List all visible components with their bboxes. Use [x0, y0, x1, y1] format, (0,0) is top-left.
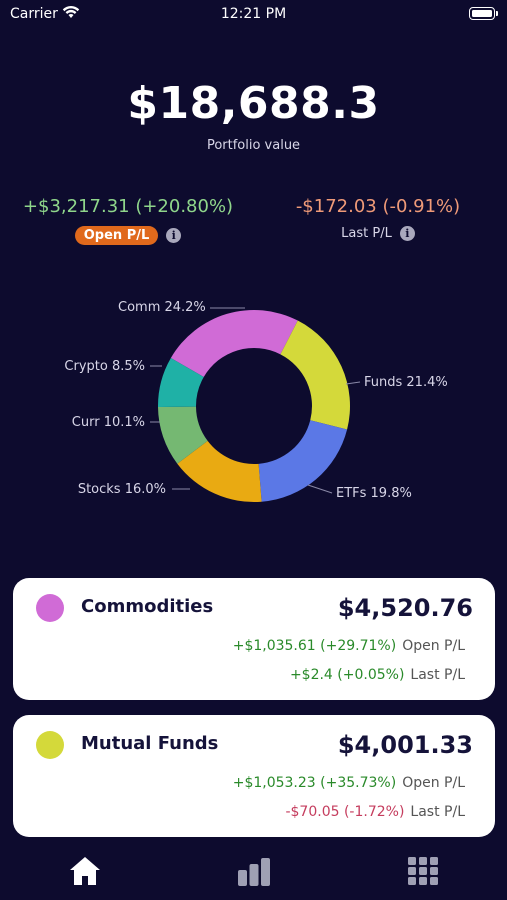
last-pl-value: -$172.03 (-0.91%): [295, 196, 461, 217]
slice-label-crypto: Crypto 8.5%: [64, 359, 145, 374]
portfolio-value: $18,688.3: [127, 78, 380, 129]
category-color-dot: [36, 731, 64, 759]
open-pl-label: Open P/L: [402, 638, 465, 654]
allocation-donut-chart: Comm 24.2% Funds 21.4% ETFs 19.8% Stocks 16…: [0, 280, 507, 530]
donut-slice-stocks[interactable]: [177, 440, 262, 502]
last-pl-label[interactable]: Last P/L: [341, 226, 392, 241]
card-title: Commodities: [81, 596, 214, 617]
donut-slice-curr[interactable]: [158, 406, 208, 464]
info-icon[interactable]: i: [166, 228, 182, 243]
slice-label-etfs: ETFs 19.8%: [336, 486, 412, 501]
donut-slice-crypto[interactable]: [158, 358, 204, 408]
open-pl-value: +$1,053.23 (+35.73%): [232, 775, 397, 791]
home-icon[interactable]: [67, 854, 103, 888]
clock: 12:21 PM: [220, 6, 287, 22]
grid-icon[interactable]: [405, 854, 441, 888]
slice-label-comm: Comm 24.2%: [118, 300, 206, 315]
slice-label-curr: Curr 10.1%: [72, 415, 145, 430]
asset-card-mutual-funds[interactable]: Mutual Funds $4,001.33 +$1,053.23 (+35.7…: [13, 715, 495, 837]
donut-slice-comm[interactable]: [170, 310, 298, 377]
tab-bar: [0, 848, 507, 900]
open-pl-badge[interactable]: Open P/L: [74, 226, 159, 245]
card-total: $4,520.76: [337, 594, 473, 622]
open-pl-label: Open P/L: [402, 775, 465, 791]
category-color-dot: [36, 594, 64, 622]
slice-leader-line: [307, 484, 333, 494]
slice-leader-line: [345, 381, 361, 385]
donut-svg: Comm 24.2% Funds 21.4% ETFs 19.8% Stocks 16…: [64, 300, 448, 502]
last-pl-value: +$2.4 (+0.05%): [289, 667, 405, 683]
open-pl-block: +$3,217.31 (+20.80%) Open P/L i: [14, 196, 242, 245]
slice-label-stocks: Stocks 16.0%: [78, 482, 166, 497]
donut-slice-funds[interactable]: [280, 320, 350, 430]
last-pl-label: Last P/L: [410, 667, 465, 683]
asset-card-commodities[interactable]: Commodities $4,520.76 +$1,035.61 (+29.71…: [13, 578, 495, 700]
last-pl-block: -$172.03 (-0.91%) Last P/L i: [278, 196, 478, 241]
slice-label-funds: Funds 21.4%: [364, 375, 448, 390]
donut-slice-etfs[interactable]: [258, 420, 348, 502]
bar-chart-icon[interactable]: [236, 854, 272, 888]
carrier-label: Carrier: [10, 6, 58, 22]
portfolio-label: Portfolio value: [206, 138, 301, 153]
wifi-icon: [62, 5, 80, 23]
open-pl-value: +$3,217.31 (+20.80%): [22, 196, 234, 217]
status-bar: Carrier 12:21 PM: [0, 0, 507, 30]
info-icon[interactable]: i: [399, 226, 415, 241]
battery-icon: [469, 7, 498, 20]
open-pl-value: +$1,035.61 (+29.71%): [232, 638, 397, 654]
last-pl-label: Last P/L: [410, 804, 465, 820]
card-title: Mutual Funds: [81, 733, 219, 754]
last-pl-value: -$70.05 (-1.72%): [285, 804, 405, 820]
card-total: $4,001.33: [337, 731, 473, 759]
